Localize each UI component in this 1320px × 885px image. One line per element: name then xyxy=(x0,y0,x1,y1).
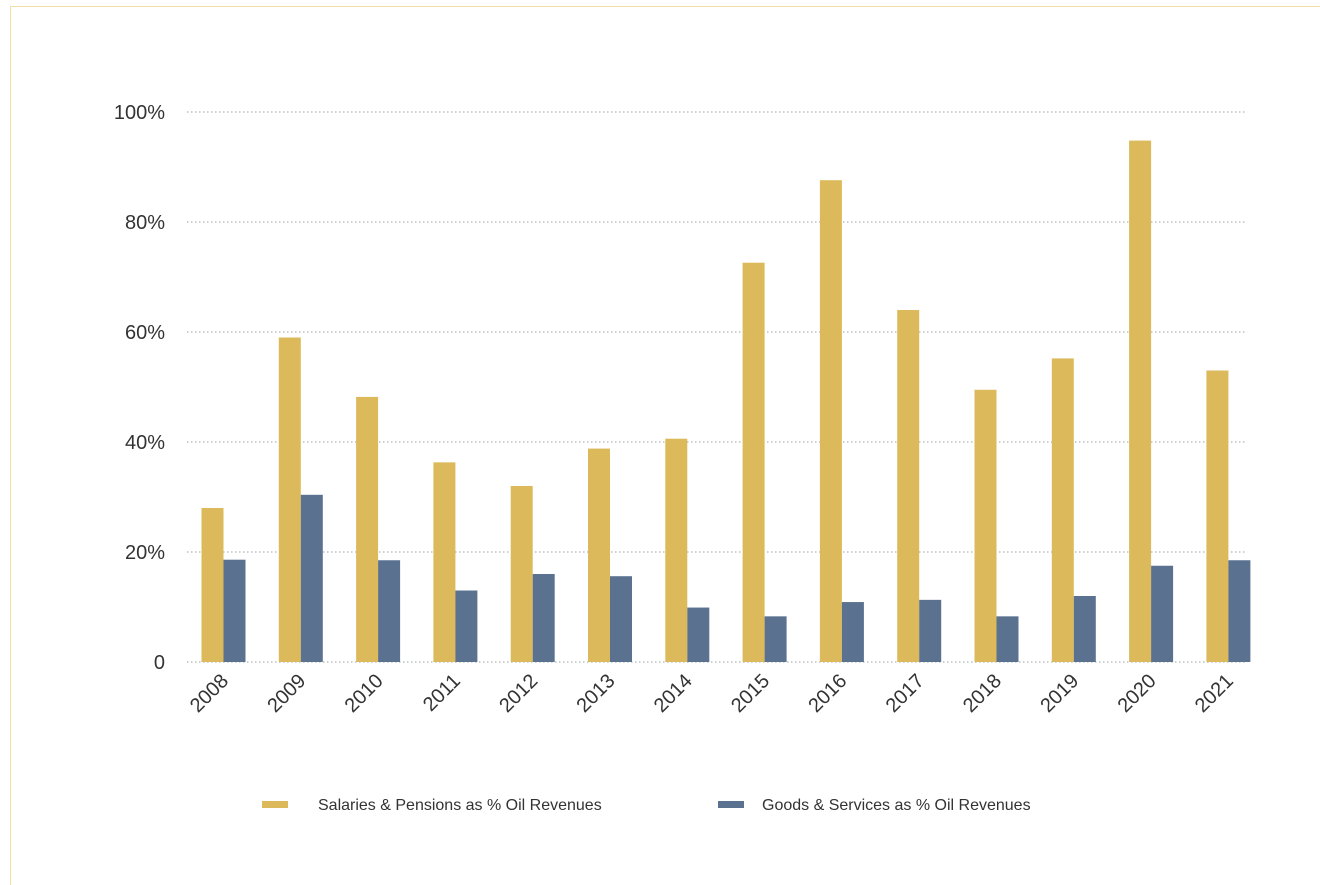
x-tick-label: 2018 xyxy=(959,670,1006,717)
y-axis-ticks: 0 20% 40% 60% 80% 100% xyxy=(114,102,165,674)
y-tick-label: 20% xyxy=(125,542,165,564)
x-tick-label: 2011 xyxy=(419,670,465,716)
x-tick-label: 2010 xyxy=(341,670,388,717)
bar-salaries-pensions xyxy=(356,396,379,662)
bar-salaries-pensions xyxy=(1129,140,1152,663)
x-tick-label: 2013 xyxy=(573,670,620,717)
bar-goods-services xyxy=(996,616,1019,662)
x-tick-label: 2009 xyxy=(263,670,310,717)
bar-salaries-pensions xyxy=(278,337,301,662)
bar-goods-services xyxy=(687,607,710,662)
x-tick-label: 2014 xyxy=(650,670,697,717)
bar-salaries-pensions xyxy=(665,438,688,662)
bar-salaries-pensions xyxy=(201,508,224,662)
legend-label-salaries-pensions: Salaries & Pensions as % Oil Revenues xyxy=(318,797,602,814)
bar-salaries-pensions xyxy=(510,486,533,662)
bar-goods-services xyxy=(919,599,942,662)
bar-goods-services xyxy=(610,576,632,662)
bar-goods-services xyxy=(300,494,323,662)
y-tick-label: 40% xyxy=(125,432,165,454)
bar-goods-services xyxy=(378,560,401,662)
bars xyxy=(201,140,1251,663)
bar-goods-services xyxy=(223,559,246,662)
legend-swatch-salaries-pensions xyxy=(262,801,288,808)
x-tick-label: 2008 xyxy=(186,670,233,717)
bar-goods-services xyxy=(532,574,555,662)
bar-salaries-pensions xyxy=(433,462,456,662)
bar-goods-services xyxy=(841,602,864,662)
x-tick-label: 2017 xyxy=(882,670,929,717)
bar-goods-services xyxy=(1073,596,1096,662)
y-tick-label: 80% xyxy=(125,212,165,234)
x-tick-label: 2021 xyxy=(1191,670,1238,717)
y-tick-label: 100% xyxy=(114,102,165,124)
gridlines xyxy=(187,111,1245,663)
x-tick-label: 2012 xyxy=(495,670,542,717)
x-tick-label: 2016 xyxy=(804,670,851,717)
bar-goods-services xyxy=(1228,560,1251,662)
bar-goods-services xyxy=(764,616,787,662)
x-tick-label: 2019 xyxy=(1036,670,1083,717)
x-tick-label: 2020 xyxy=(1114,670,1161,717)
bar-salaries-pensions xyxy=(1051,358,1074,662)
y-tick-label: 0 xyxy=(154,652,165,674)
x-tick-label: 2015 xyxy=(727,670,774,717)
legend: Salaries & Pensions as % Oil Revenues Goo… xyxy=(262,797,1031,814)
y-tick-label: 60% xyxy=(125,322,165,344)
legend-label-goods-services: Goods & Services as % Oil Revenues xyxy=(762,797,1031,814)
bar-salaries-pensions xyxy=(819,180,842,662)
bar-goods-services xyxy=(1151,565,1174,662)
bar-goods-services xyxy=(455,590,478,662)
x-axis-ticks: 2008 2009 2010 2011 2012 2013 2014 2015 2016 2017… xyxy=(186,670,1238,717)
bar-salaries-pensions xyxy=(1206,370,1229,662)
bar-salaries-pensions xyxy=(742,262,765,662)
bar-salaries-pensions xyxy=(588,448,610,662)
bar-salaries-pensions xyxy=(897,310,920,662)
legend-swatch-goods-services xyxy=(718,801,744,808)
chart-frame xyxy=(10,6,1320,885)
bar-salaries-pensions xyxy=(974,389,997,662)
